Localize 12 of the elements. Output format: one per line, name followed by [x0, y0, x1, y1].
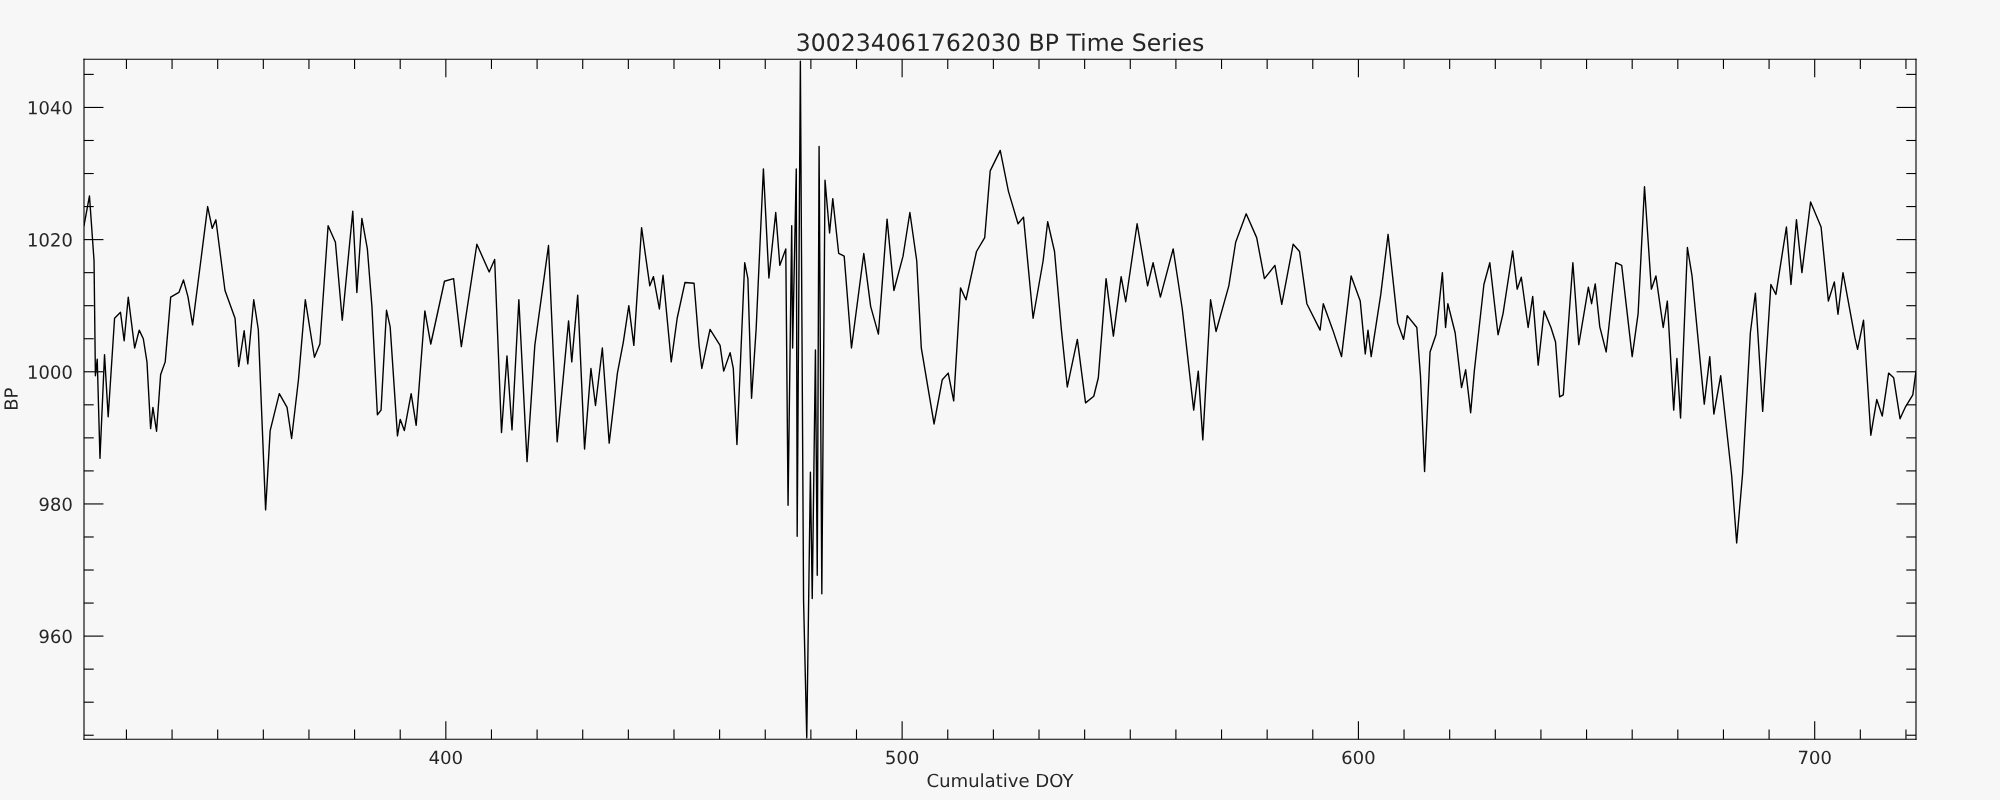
y-tick-label: 1040 — [28, 100, 72, 115]
x-tick-label: 600 — [1342, 750, 1375, 765]
y-tick-label: 1020 — [28, 233, 72, 247]
x-tick-label: 700 — [1798, 750, 1831, 765]
y-tick-label: 960 — [39, 629, 72, 644]
chart-title: 300234061762030 BP Time Series — [797, 32, 1204, 52]
x-tick-label: 400 — [429, 750, 462, 765]
x-tick-label: 500 — [886, 750, 919, 765]
y-tick-label: 980 — [39, 497, 72, 512]
y-axis-title: BP — [4, 388, 18, 410]
x-axis-title: Cumulative DOY — [927, 773, 1074, 788]
y-tick-label: 1000 — [28, 365, 72, 379]
